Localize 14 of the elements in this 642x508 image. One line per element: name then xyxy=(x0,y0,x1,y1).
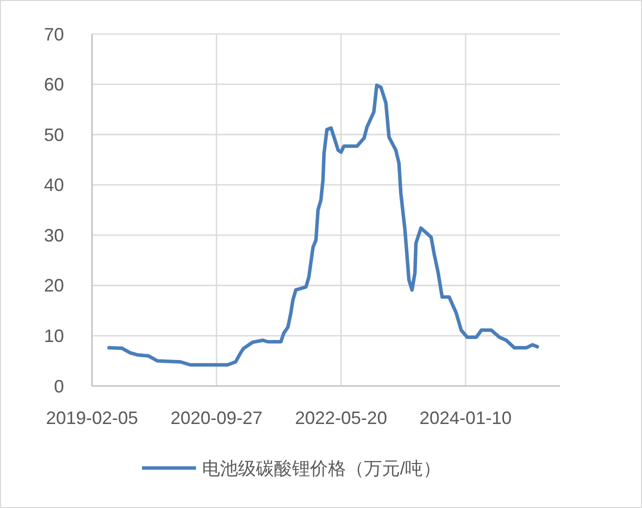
x-tick-label: 2024-01-10 xyxy=(420,408,512,428)
y-tick-label: 60 xyxy=(44,74,64,95)
y-tick-label: 0 xyxy=(54,376,64,396)
x-tick-label: 2020-09-27 xyxy=(170,408,263,428)
y-tick-label: 30 xyxy=(44,225,64,246)
line-series xyxy=(107,84,540,367)
y-tick-label: 20 xyxy=(44,276,64,296)
x-tick-label: 2022-05-20 xyxy=(295,408,388,428)
y-tick-label: 50 xyxy=(44,124,64,145)
y-tick-label: 10 xyxy=(44,326,64,346)
x-tick-label: 2019-02-05 xyxy=(46,408,138,428)
y-tick-label: 40 xyxy=(44,175,64,196)
legend-label: 电池级碳酸锂价格（万元/吨） xyxy=(202,458,442,478)
y-tick-label: 70 xyxy=(44,24,64,44)
